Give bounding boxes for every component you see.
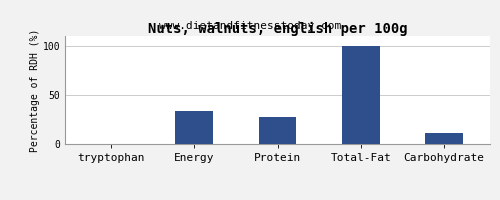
Y-axis label: Percentage of RDH (%): Percentage of RDH (%) — [30, 28, 40, 152]
Bar — [426, 133, 463, 144]
Bar — [176, 111, 213, 144]
Bar — [342, 46, 380, 144]
Title: Nuts, walnuts, english per 100g: Nuts, walnuts, english per 100g — [148, 22, 408, 36]
Text: www.dietandfitnesstoday.com: www.dietandfitnesstoday.com — [159, 21, 341, 31]
Bar — [259, 117, 296, 144]
